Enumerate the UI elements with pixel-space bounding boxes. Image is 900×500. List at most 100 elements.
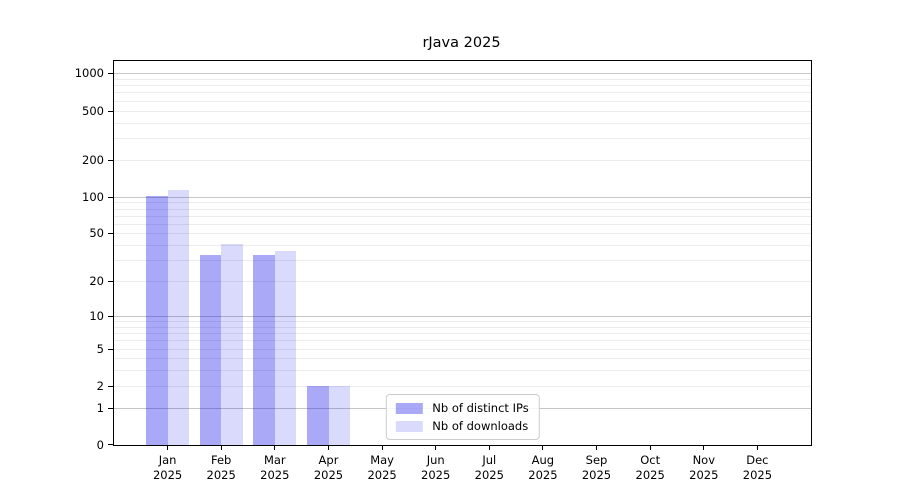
x-tick-mark <box>435 446 437 450</box>
x-tick-label: Jun 2025 <box>396 453 476 483</box>
y-tick-label: 1 <box>96 400 104 415</box>
bar-distinct-ips <box>253 255 275 445</box>
legend-swatch-distinct-ips-icon <box>395 402 423 414</box>
legend-item: Nb of downloads <box>395 419 528 433</box>
gridline-minor <box>114 321 811 323</box>
plot-area: Nb of distinct IPs Nb of downloads 0 1 2 5 1… <box>75 60 812 482</box>
gridline-major <box>114 73 811 75</box>
x-tick-label: Jan 2025 <box>128 453 208 483</box>
gridline-minor <box>114 260 811 262</box>
x-tick-year: 2025 <box>152 468 183 482</box>
y-tick-label: 20 <box>89 274 104 289</box>
y-tick-label: 5 <box>96 341 104 356</box>
y-tick-mark <box>108 444 113 445</box>
x-tick-month: Jan <box>158 453 177 467</box>
x-tick-mark <box>756 446 758 450</box>
gridline-minor <box>114 92 811 94</box>
gridline-minor <box>114 85 811 87</box>
x-tick-year: 2025 <box>313 468 344 482</box>
x-tick-year: 2025 <box>742 468 773 482</box>
legend-label-downloads: Nb of downloads <box>432 419 529 433</box>
y-tick-mark <box>108 385 113 387</box>
gridline-minor <box>114 137 811 139</box>
x-tick-year: 2025 <box>581 468 612 482</box>
gridline-major <box>114 196 811 198</box>
x-tick-year: 2025 <box>367 468 397 482</box>
legend-item: Nb of distinct IPs <box>395 401 529 415</box>
gridline-major <box>114 316 811 317</box>
bar-distinct-ips <box>307 385 329 445</box>
legend-swatch-downloads-icon <box>395 420 423 432</box>
y-tick-label: 0 <box>96 438 104 452</box>
gridline-minor <box>114 281 811 283</box>
gridline-minor <box>114 333 811 335</box>
y-tick-mark <box>108 281 113 283</box>
y-tick-mark <box>108 316 113 317</box>
y-tick-mark <box>108 110 113 112</box>
gridline-minor <box>114 358 811 360</box>
x-tick-month: Mar <box>263 453 286 467</box>
x-tick-year: 2025 <box>260 468 290 482</box>
y-tick-label: 500 <box>82 103 104 118</box>
bar-distinct-ips <box>199 255 222 445</box>
bar-downloads <box>274 250 297 445</box>
x-tick-label: Sep 2025 <box>557 453 637 483</box>
x-tick-month: Jun <box>426 453 445 467</box>
y-tick-label: 100 <box>82 189 104 204</box>
x-tick-mark <box>649 446 651 450</box>
gridline-minor <box>114 122 811 124</box>
x-tick-mark <box>328 446 329 450</box>
x-tick-year: 2025 <box>689 468 719 482</box>
x-tick-mark <box>488 446 490 450</box>
gridline-minor <box>114 202 811 204</box>
chart-title: rJava 2025 <box>422 35 501 51</box>
x-tick-month: Feb <box>211 453 232 467</box>
x-tick-month: May <box>370 453 394 467</box>
gridline-minor <box>114 370 811 372</box>
bar-downloads <box>328 385 350 445</box>
legend: Nb of distinct IPs Nb of downloads <box>385 394 540 440</box>
gridline-minor <box>114 159 811 161</box>
gridline-minor <box>114 245 811 247</box>
gridline-minor <box>114 223 811 225</box>
legend-label-distinct-ips: Nb of distinct IPs <box>432 401 529 415</box>
x-tick-mark <box>167 446 169 450</box>
bar-downloads <box>221 243 243 445</box>
y-tick-mark <box>108 233 113 235</box>
x-tick-label: Jul 2025 <box>449 453 529 483</box>
x-tick-month: Apr <box>318 453 339 467</box>
gridline-minor <box>114 110 811 112</box>
y-tick-mark <box>108 348 113 350</box>
y-tick-label: 1000 <box>74 66 104 81</box>
x-tick-mark <box>542 446 544 450</box>
gridline-minor <box>114 385 811 387</box>
x-tick-label: Nov 2025 <box>664 453 744 483</box>
x-tick-label: Mar 2025 <box>235 453 315 483</box>
x-tick-label: Feb 2025 <box>181 453 261 483</box>
y-tick-label: 200 <box>82 152 104 167</box>
x-tick-month: Nov <box>692 453 716 467</box>
x-tick-month: Jul <box>482 453 497 467</box>
x-tick-mark <box>220 446 222 450</box>
x-tick-year: 2025 <box>528 468 558 482</box>
x-tick-year: 2025 <box>635 468 665 482</box>
x-tick-mark <box>274 446 276 450</box>
y-tick-mark <box>108 73 113 75</box>
x-tick-month: Dec <box>746 453 769 467</box>
x-tick-month: Sep <box>585 453 608 467</box>
bar-downloads <box>167 190 190 445</box>
x-tick-month: Oct <box>640 453 661 467</box>
x-tick-label: Aug 2025 <box>503 453 583 483</box>
y-tick-label: 2 <box>96 378 104 393</box>
y-tick-label: 10 <box>89 309 104 323</box>
y-tick-label: 50 <box>89 226 104 241</box>
x-tick-year: 2025 <box>474 468 504 482</box>
x-tick-label: Dec 2025 <box>717 453 797 483</box>
y-tick-mark <box>108 407 113 409</box>
gridline-minor <box>114 215 811 217</box>
x-tick-mark <box>381 446 383 450</box>
x-tick-mark <box>596 446 597 450</box>
x-tick-mark <box>703 446 705 450</box>
bar-distinct-ips <box>146 195 168 445</box>
